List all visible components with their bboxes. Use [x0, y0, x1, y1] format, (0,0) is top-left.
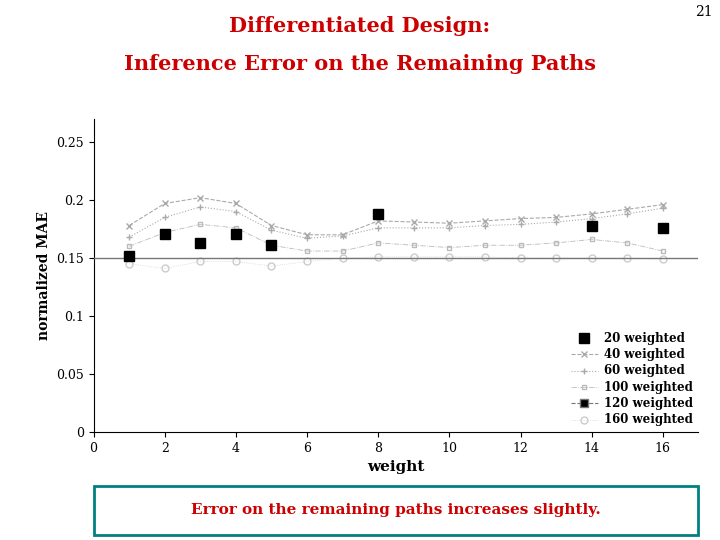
Text: 21: 21: [696, 5, 713, 19]
Legend: 20 weighted, 40 weighted, 60 weighted, 100 weighted, 120 weighted, 160 weighted: 20 weighted, 40 weighted, 60 weighted, 1…: [570, 332, 693, 427]
X-axis label: weight: weight: [367, 460, 425, 474]
Text: Differentiated Design:: Differentiated Design:: [230, 16, 490, 36]
FancyBboxPatch shape: [94, 486, 698, 535]
Text: Inference Error on the Remaining Paths: Inference Error on the Remaining Paths: [124, 54, 596, 74]
Text: Error on the remaining paths increases slightly.: Error on the remaining paths increases s…: [191, 503, 601, 517]
Y-axis label: normalized MAE: normalized MAE: [37, 211, 50, 340]
